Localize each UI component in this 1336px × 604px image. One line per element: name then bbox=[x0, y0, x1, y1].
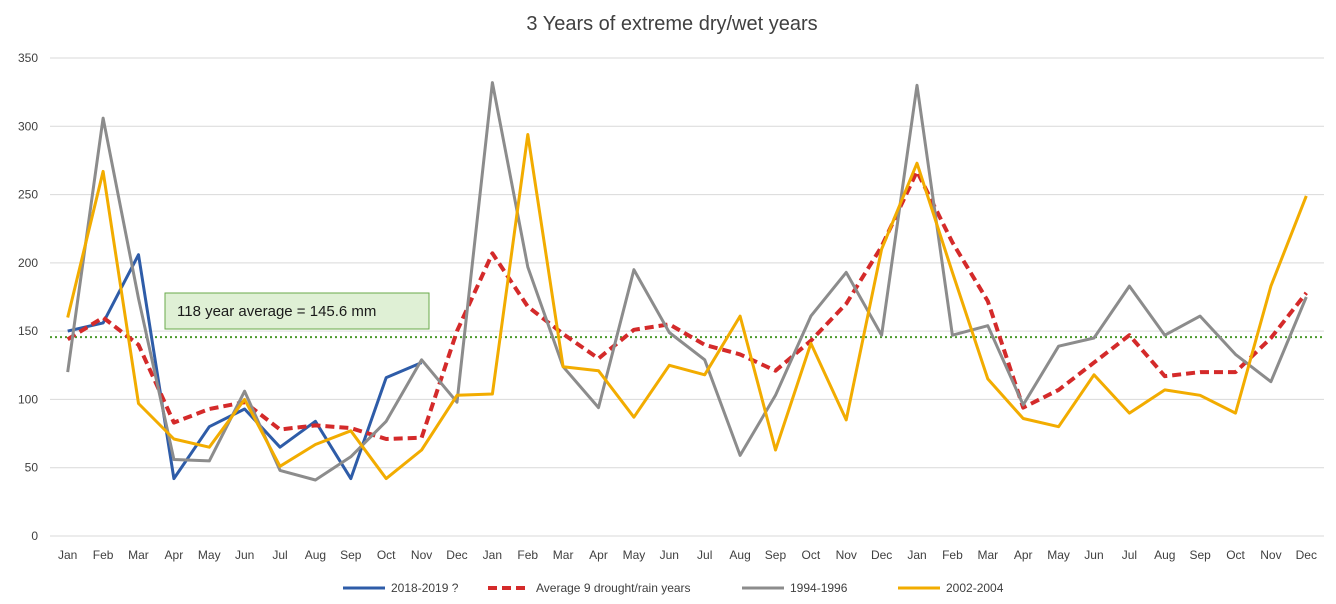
x-tick-label: Jan bbox=[58, 548, 77, 562]
y-tick-label: 250 bbox=[18, 188, 38, 202]
x-tick-label: Jun bbox=[235, 548, 254, 562]
x-tick-label: Sep bbox=[1189, 548, 1211, 562]
x-tick-label: May bbox=[1047, 548, 1070, 562]
series-3 bbox=[66, 133, 1308, 481]
x-tick-label: Apr bbox=[1014, 548, 1033, 562]
gridlines bbox=[50, 57, 1324, 537]
x-tick-label: Nov bbox=[411, 548, 432, 562]
x-tick-label: Dec bbox=[871, 548, 892, 562]
x-tick-label: Jun bbox=[1084, 548, 1103, 562]
y-tick-label: 0 bbox=[31, 529, 38, 543]
x-tick-label: Aug bbox=[305, 548, 326, 562]
legend-label: 1994-1996 bbox=[790, 581, 848, 595]
chart-title: 3 Years of extreme dry/wet years bbox=[526, 13, 817, 35]
x-tick-label: Oct bbox=[1226, 548, 1245, 562]
x-tick-label: Dec bbox=[446, 548, 467, 562]
legend-label: Average 9 drought/rain years bbox=[536, 581, 691, 595]
y-axis-ticks: 0 50 100 150 200 250 300 350 bbox=[18, 51, 38, 543]
x-tick-label: Jul bbox=[697, 548, 712, 562]
x-tick-label: Feb bbox=[517, 548, 538, 562]
legend-item: 2002-2004 bbox=[898, 581, 1004, 595]
legend-item: 2018-2019 ? bbox=[343, 581, 459, 595]
annotation-box bbox=[164, 292, 430, 330]
x-tick-label: May bbox=[198, 548, 221, 562]
x-tick-label: Feb bbox=[942, 548, 963, 562]
x-tick-label: Sep bbox=[340, 548, 362, 562]
x-tick-label: Mar bbox=[128, 548, 149, 562]
x-tick-label: Oct bbox=[802, 548, 821, 562]
x-tick-label: Mar bbox=[977, 548, 998, 562]
x-tick-label: Nov bbox=[836, 548, 857, 562]
average-annotation: 118 year average = 145.6 mm bbox=[164, 292, 430, 330]
x-tick-label: May bbox=[623, 548, 646, 562]
legend-label: 2002-2004 bbox=[946, 581, 1004, 595]
x-tick-label: Feb bbox=[93, 548, 114, 562]
legend-label: 2018-2019 ? bbox=[391, 581, 459, 595]
series-lines bbox=[66, 81, 1308, 482]
x-tick-label: Aug bbox=[729, 548, 750, 562]
x-tick-label: Nov bbox=[1260, 548, 1281, 562]
legend: 2018-2019 ? Average 9 drought/rain years 1… bbox=[343, 581, 1004, 595]
x-tick-label: Jan bbox=[483, 548, 502, 562]
x-tick-label: Aug bbox=[1154, 548, 1175, 562]
y-tick-label: 50 bbox=[25, 461, 39, 475]
y-tick-label: 350 bbox=[18, 51, 38, 65]
y-tick-label: 200 bbox=[18, 256, 38, 270]
y-tick-label: 100 bbox=[18, 392, 38, 406]
x-tick-label: Jan bbox=[907, 548, 926, 562]
x-tick-label: Jul bbox=[272, 548, 287, 562]
x-tick-label: Mar bbox=[553, 548, 574, 562]
x-tick-label: Jul bbox=[1122, 548, 1137, 562]
x-axis-ticks: Jan Feb Mar Apr May Jun Jul Aug Sep Oct Nov Dec Jan F… bbox=[58, 548, 1317, 562]
x-tick-label: Apr bbox=[589, 548, 608, 562]
x-tick-label: Dec bbox=[1296, 548, 1317, 562]
series-line bbox=[66, 169, 1308, 441]
series-line bbox=[66, 133, 1308, 481]
x-tick-label: Sep bbox=[765, 548, 787, 562]
y-tick-label: 150 bbox=[18, 324, 38, 338]
x-tick-label: Apr bbox=[165, 548, 184, 562]
x-tick-label: Jun bbox=[660, 548, 679, 562]
y-tick-label: 300 bbox=[18, 119, 38, 133]
x-tick-label: Oct bbox=[377, 548, 396, 562]
annotation-text: 118 year average = 145.6 mm bbox=[177, 303, 376, 320]
legend-item: 1994-1996 bbox=[742, 581, 848, 595]
legend-item: Average 9 drought/rain years bbox=[488, 581, 691, 595]
